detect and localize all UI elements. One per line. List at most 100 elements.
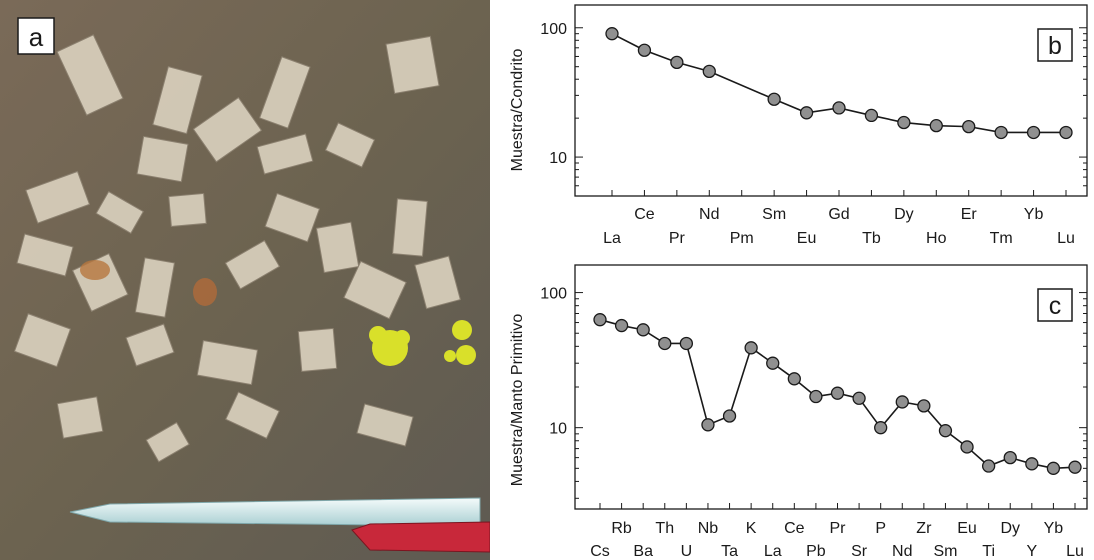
x-tick-label: Ce [634, 206, 655, 223]
data-point [670, 55, 684, 70]
y-tick-label: 100 [540, 286, 567, 303]
panel-label-box [17, 17, 55, 55]
x-tick-label: Tm [990, 230, 1013, 247]
panel-label-a: a [29, 22, 44, 52]
data-point [917, 399, 931, 413]
x-tick-label: Ho [926, 230, 947, 247]
y-axis-label-b: Muestra/Condrito [509, 49, 526, 172]
data-point [679, 336, 694, 351]
data-point [766, 356, 780, 370]
data-point [1059, 125, 1073, 140]
x-tick-label: K [746, 520, 757, 537]
data-point [799, 106, 814, 120]
data-point [722, 409, 737, 423]
x-tick-label: Ce [784, 520, 805, 537]
data-point [1025, 457, 1039, 471]
y-tick-label: 100 [540, 21, 567, 38]
x-tick-label: Er [961, 206, 978, 223]
x-tick-label: Pr [830, 520, 847, 537]
data-point [744, 341, 758, 355]
x-tick-label: Sr [851, 543, 868, 560]
data-point [593, 313, 607, 327]
data-point [605, 27, 619, 41]
data-point [701, 418, 715, 432]
x-tick-label: Nb [698, 520, 719, 537]
data-point [895, 395, 909, 409]
lichen-patch [369, 320, 476, 366]
data-point [1026, 125, 1041, 140]
x-tick-label: Pm [730, 230, 754, 247]
data-point [897, 115, 911, 130]
x-tick-label: Dy [1000, 520, 1020, 537]
x-tick-label: Rb [611, 520, 632, 537]
x-tick-label: Dy [894, 206, 914, 223]
x-tick-label: Sm [933, 543, 957, 560]
data-point [852, 391, 866, 405]
x-tick-label: Nd [892, 543, 912, 560]
pen-scale [69, 497, 490, 553]
data-point [832, 101, 846, 115]
x-tick-label: Th [655, 520, 674, 537]
x-tick-label: Lu [1066, 543, 1084, 560]
data-point [1046, 461, 1061, 475]
data-point [874, 421, 888, 435]
data-point [1068, 460, 1082, 474]
data-point [938, 424, 953, 438]
x-tick-label: La [764, 543, 782, 560]
x-tick-label: Cs [590, 543, 610, 560]
data-point [1003, 450, 1017, 465]
plot-frame [574, 4, 1088, 197]
data-point [960, 440, 974, 454]
crystal-cluster [13, 34, 461, 463]
panel-label-b: b [1048, 32, 1062, 60]
y-tick-label: 10 [549, 150, 567, 167]
x-tick-label: Yb [1024, 206, 1044, 223]
data-point [830, 386, 845, 400]
outcrop-photo: a [0, 0, 490, 560]
data-point [929, 118, 943, 133]
chart-b: 10 100 La Ce Pr Nd Pm Sm Eu Gd Tb Dy Ho Er Tm Yb Lu Mues… [509, 4, 1088, 247]
x-tick-label: Pb [806, 543, 826, 560]
data-point [994, 125, 1008, 140]
x-tick-label: Tb [862, 230, 881, 247]
panel-label-box-b [1037, 28, 1073, 62]
data-point [658, 336, 672, 351]
panel-label-c: c [1049, 292, 1062, 320]
axes-b: 10 100 La Ce Pr Nd Pm Sm Eu Gd Tb Dy Ho Er Tm Yb Lu [540, 4, 1088, 247]
x-tick-label: U [681, 543, 693, 560]
panel-label-box-c [1037, 288, 1073, 322]
data-point [636, 323, 650, 337]
x-tick-label: La [603, 230, 621, 247]
x-tick-label: Ta [721, 543, 738, 560]
plot-frame [574, 264, 1088, 510]
x-tick-label: Zr [916, 520, 932, 537]
x-tick-label: Eu [797, 230, 817, 247]
x-tick-label: Gd [828, 206, 849, 223]
x-tick-label: P [875, 520, 886, 537]
x-tick-label: Ba [633, 543, 653, 560]
rust-stain [80, 260, 110, 280]
data-point [864, 108, 879, 123]
x-tick-label: Lu [1057, 230, 1075, 247]
y-axis-label-c: Muestra/Manto Primitivo [509, 314, 526, 487]
x-tick-label: Nd [699, 206, 719, 223]
data-point [702, 64, 716, 79]
x-tick-label: Y [1026, 543, 1037, 560]
data-point [962, 119, 976, 134]
x-tick-label: Sm [762, 206, 786, 223]
x-tick-label: Ti [982, 543, 995, 560]
data-point [809, 389, 823, 404]
data-point [614, 318, 629, 333]
series-line [611, 32, 1066, 134]
x-tick-label: Yb [1044, 520, 1064, 537]
data-point [981, 459, 996, 473]
data-point [767, 92, 781, 106]
rust-stain [193, 278, 217, 306]
data-point [637, 43, 652, 57]
x-tick-label: Eu [957, 520, 977, 537]
data-point [787, 372, 801, 386]
y-tick-label: 10 [549, 421, 567, 438]
x-tick-label: Pr [669, 230, 686, 247]
